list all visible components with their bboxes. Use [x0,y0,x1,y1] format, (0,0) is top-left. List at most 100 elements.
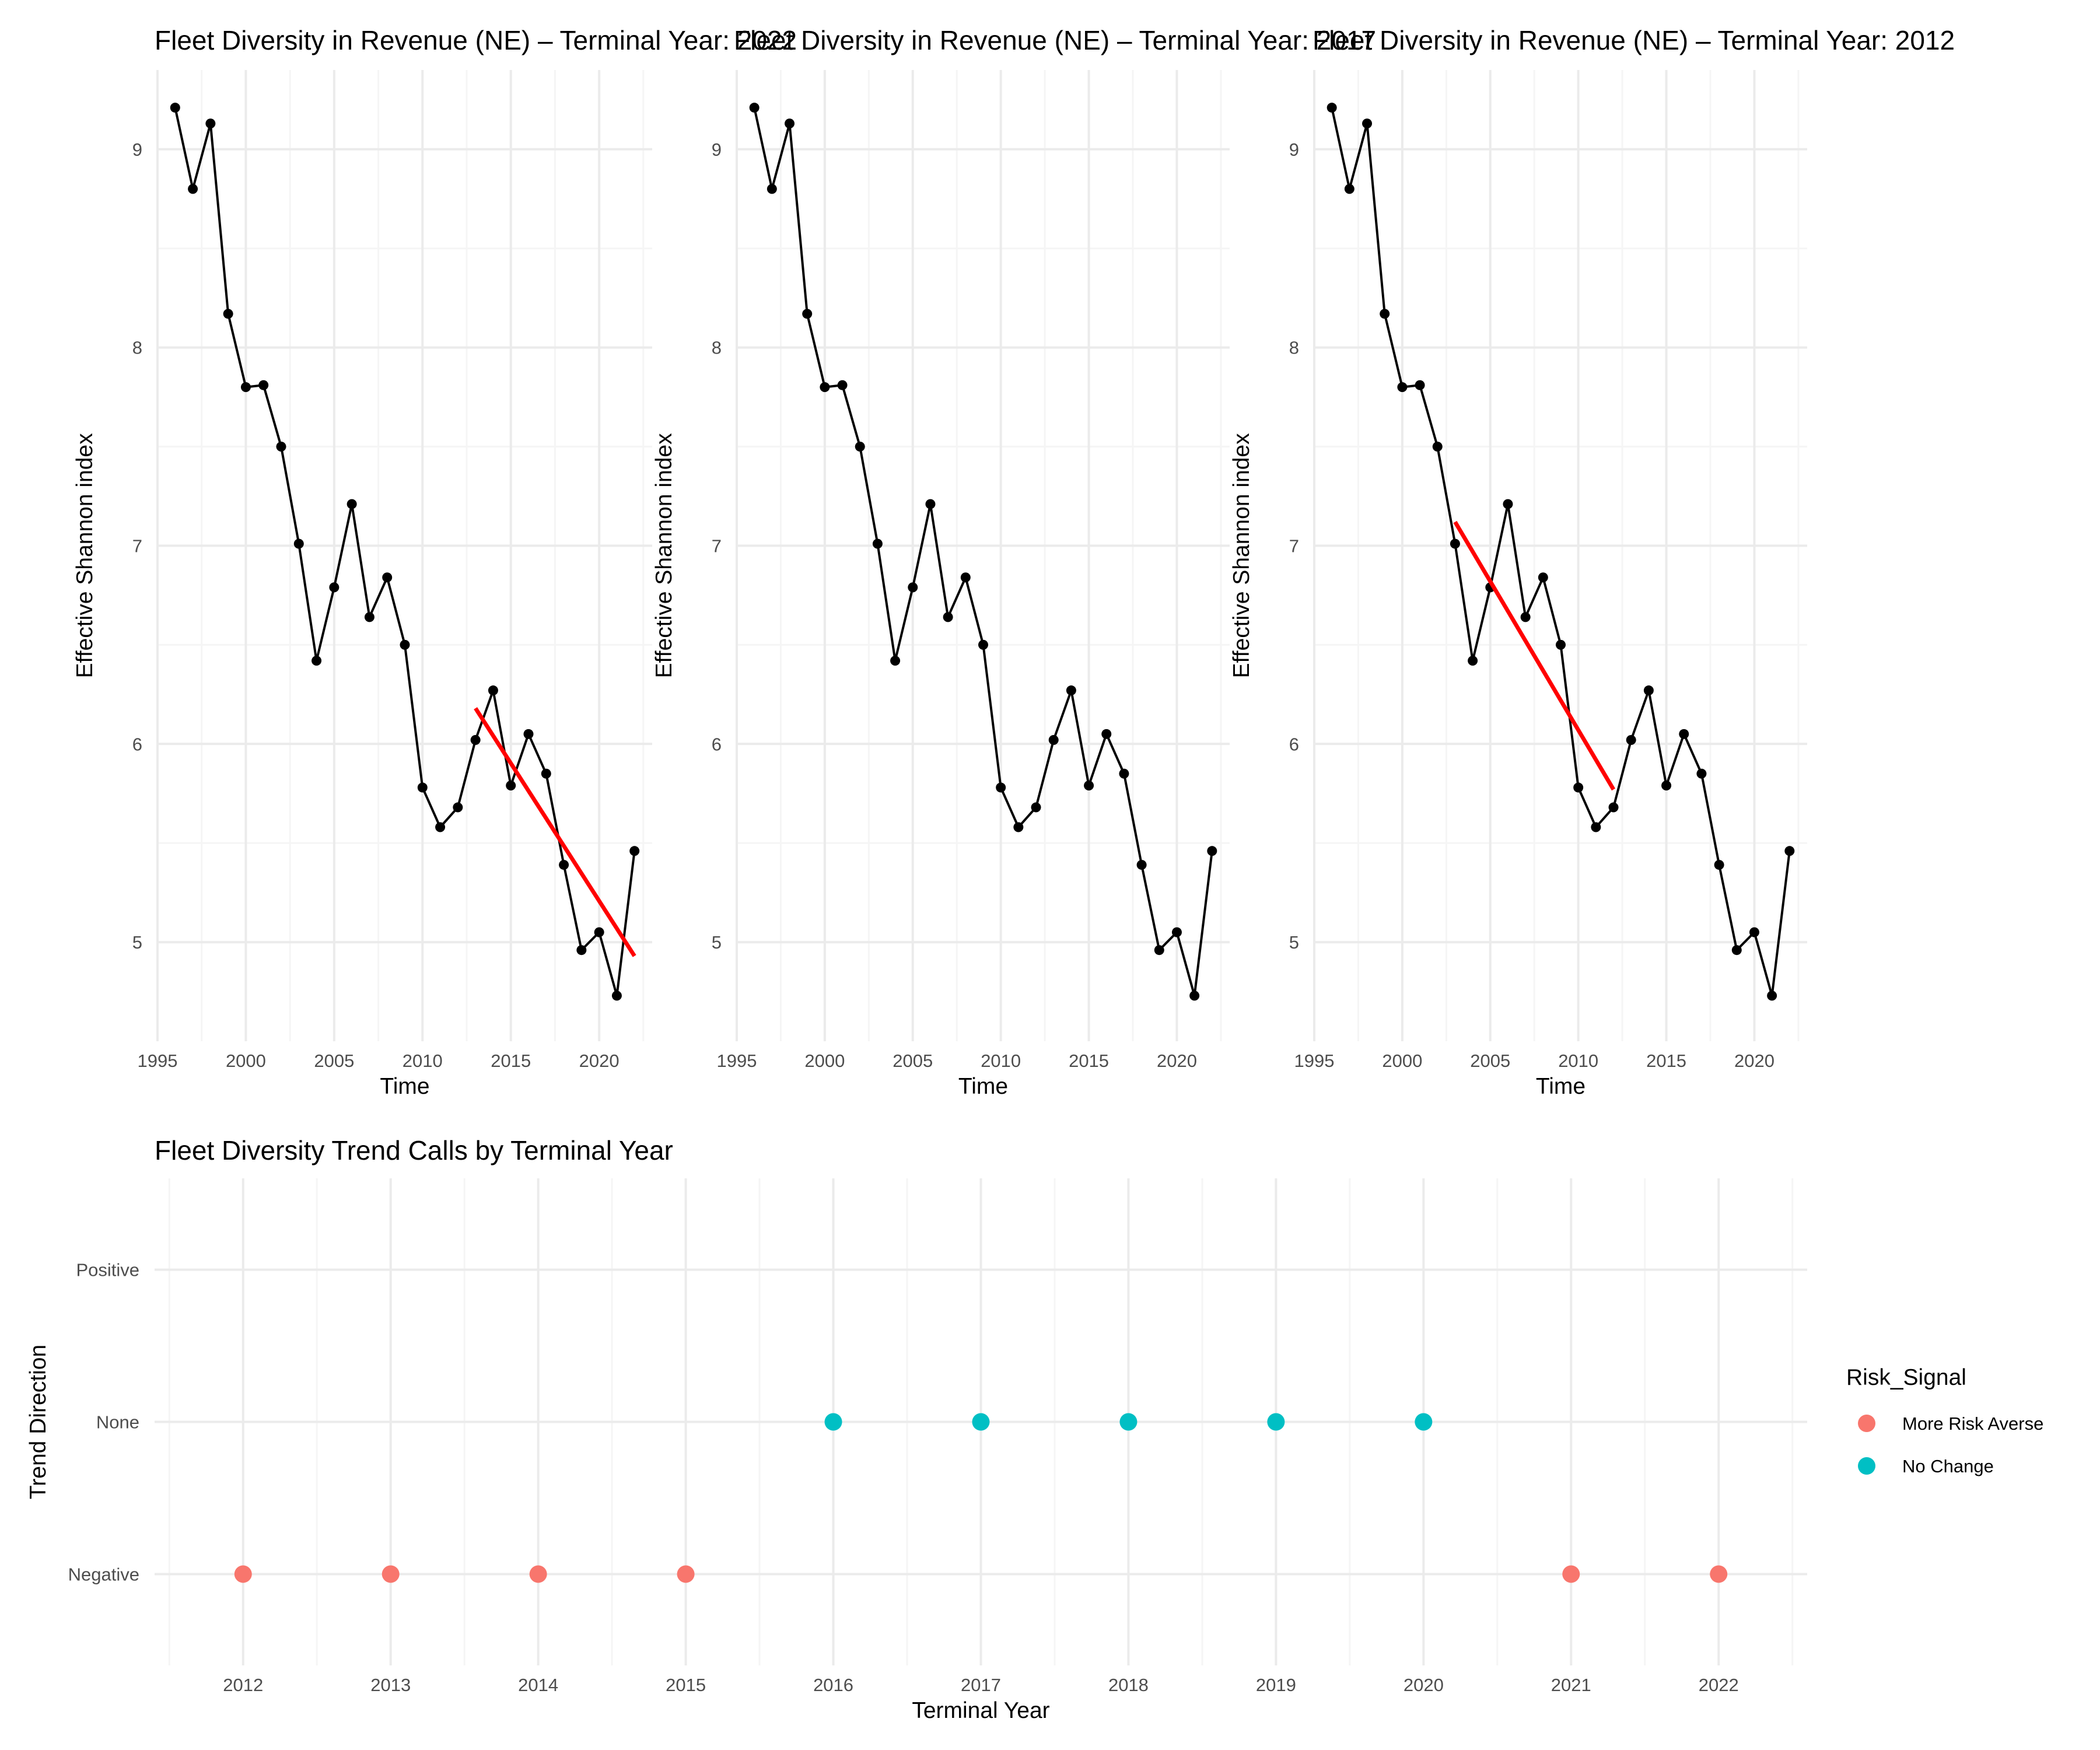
data-point [1731,945,1742,956]
data-point [1591,822,1601,832]
x-tick-label: 1995 [138,1051,178,1071]
line-panel-2017: 1995 2000 2005 2010 2015 2020 5 6 7 8 9 Fleet Dive… [652,25,1376,1099]
data-point [329,582,340,593]
y-axis-label: Effective Shannon index [72,433,97,678]
data-point [611,991,622,1001]
y-tick-label: 9 [132,139,142,160]
y-tick-label: 7 [1289,536,1299,556]
data-point [1119,768,1129,779]
data-point [1450,538,1460,549]
y-tick-label: 9 [712,139,722,160]
legend-label-no-change: No Change [1902,1456,1994,1476]
data-point [1362,118,1373,129]
x-tick-label: 2010 [402,1051,443,1071]
grid [736,70,1230,1041]
data-point [417,782,428,793]
data-point [1503,499,1513,509]
data-point [1397,382,1408,393]
ticks: 1995 2000 2005 2010 2015 2020 5 6 7 8 9 [712,139,1197,1071]
x-tick-label: 2020 [579,1051,620,1071]
x-tick-label: 2000 [804,1051,845,1071]
x-tick-label: 2000 [226,1051,266,1071]
data-point [240,382,251,393]
data-point [1189,991,1200,1001]
trend-line [474,707,636,957]
data-point [978,639,988,650]
data-point [1136,860,1147,870]
trend-line [1453,520,1616,791]
data-point [1084,780,1094,791]
data-point [1643,685,1654,696]
data-point [943,612,953,622]
data-point [1710,1565,1728,1583]
x-tick-label: 2014 [518,1675,558,1695]
data-point [523,729,534,739]
data-point [1749,927,1759,937]
data-point [855,442,865,452]
data-point [1101,729,1112,739]
data-point [1207,846,1217,856]
data-point [400,639,410,650]
data-point [1679,729,1689,739]
data-point [872,538,883,549]
data-point [1468,656,1478,666]
x-tick-label: 2010 [981,1051,1021,1071]
data-point [435,822,446,832]
data-point [1415,1413,1433,1431]
x-axis-label: Terminal Year [912,1698,1049,1723]
y-tick-label: 9 [1289,139,1299,160]
data-point [170,103,180,113]
data-point [766,184,777,194]
data-point [1326,103,1337,113]
x-tick-label: 2015 [1069,1051,1109,1071]
data-point [382,1565,400,1583]
data-point [1767,991,1777,1001]
line-panel-2022: 1995 2000 2005 2010 2015 2020 5 6 7 8 9 Fleet Dive… [72,25,797,1099]
data-point [1696,768,1707,779]
data-point [1013,822,1024,832]
y-axis-label: Effective Shannon index [1229,433,1254,678]
x-tick-label: 2010 [1558,1051,1598,1071]
x-tick-label: 2016 [813,1675,853,1695]
data-point [925,499,936,509]
data-point [996,782,1006,793]
x-tick-label: 2018 [1108,1675,1149,1695]
data-point [1608,802,1619,813]
x-axis-label: Time [958,1074,1008,1099]
y-tick-label: None [96,1412,139,1433]
grid [156,70,652,1041]
data-point [908,582,918,593]
y-tick-label: 8 [132,338,142,358]
y-tick-label: 8 [1289,338,1299,358]
data-point [488,685,498,696]
data-point [1031,802,1041,813]
x-axis-label: Time [1536,1074,1586,1099]
ticks: 1995 2000 2005 2010 2015 2020 5 6 7 8 9 [132,139,620,1071]
legend-title: Risk_Signal [1846,1365,1966,1390]
y-tick-label: 5 [1289,932,1299,953]
y-tick-label: Positive [76,1260,139,1280]
data-point [1432,442,1443,452]
x-tick-label: 2020 [1157,1051,1197,1071]
data-point [205,118,216,129]
legend: Risk_Signal More Risk Averse No Change [1846,1365,2043,1476]
x-tick-label: 2019 [1256,1675,1296,1695]
data-point [785,118,795,129]
data-point [234,1565,252,1583]
data-point [1573,782,1584,793]
data-point [223,309,233,319]
chart-title: Fleet Diversity in Revenue (NE) – Termin… [155,25,797,55]
data-point [382,572,393,583]
ticks: 1995 2000 2005 2010 2015 2020 5 6 7 8 9 [1289,139,1774,1071]
x-tick-label: 2022 [1699,1675,1739,1695]
data-point [258,380,269,390]
data-point [1661,780,1672,791]
data-point [749,103,760,113]
x-tick-label: 2013 [370,1675,411,1695]
x-tick-label: 2005 [892,1051,933,1071]
data-point [276,442,286,452]
chart-title: Fleet Diversity Trend Calls by Terminal … [155,1135,673,1166]
data-point [188,184,198,194]
data-point [890,656,901,666]
x-tick-label: 2020 [1734,1051,1774,1071]
